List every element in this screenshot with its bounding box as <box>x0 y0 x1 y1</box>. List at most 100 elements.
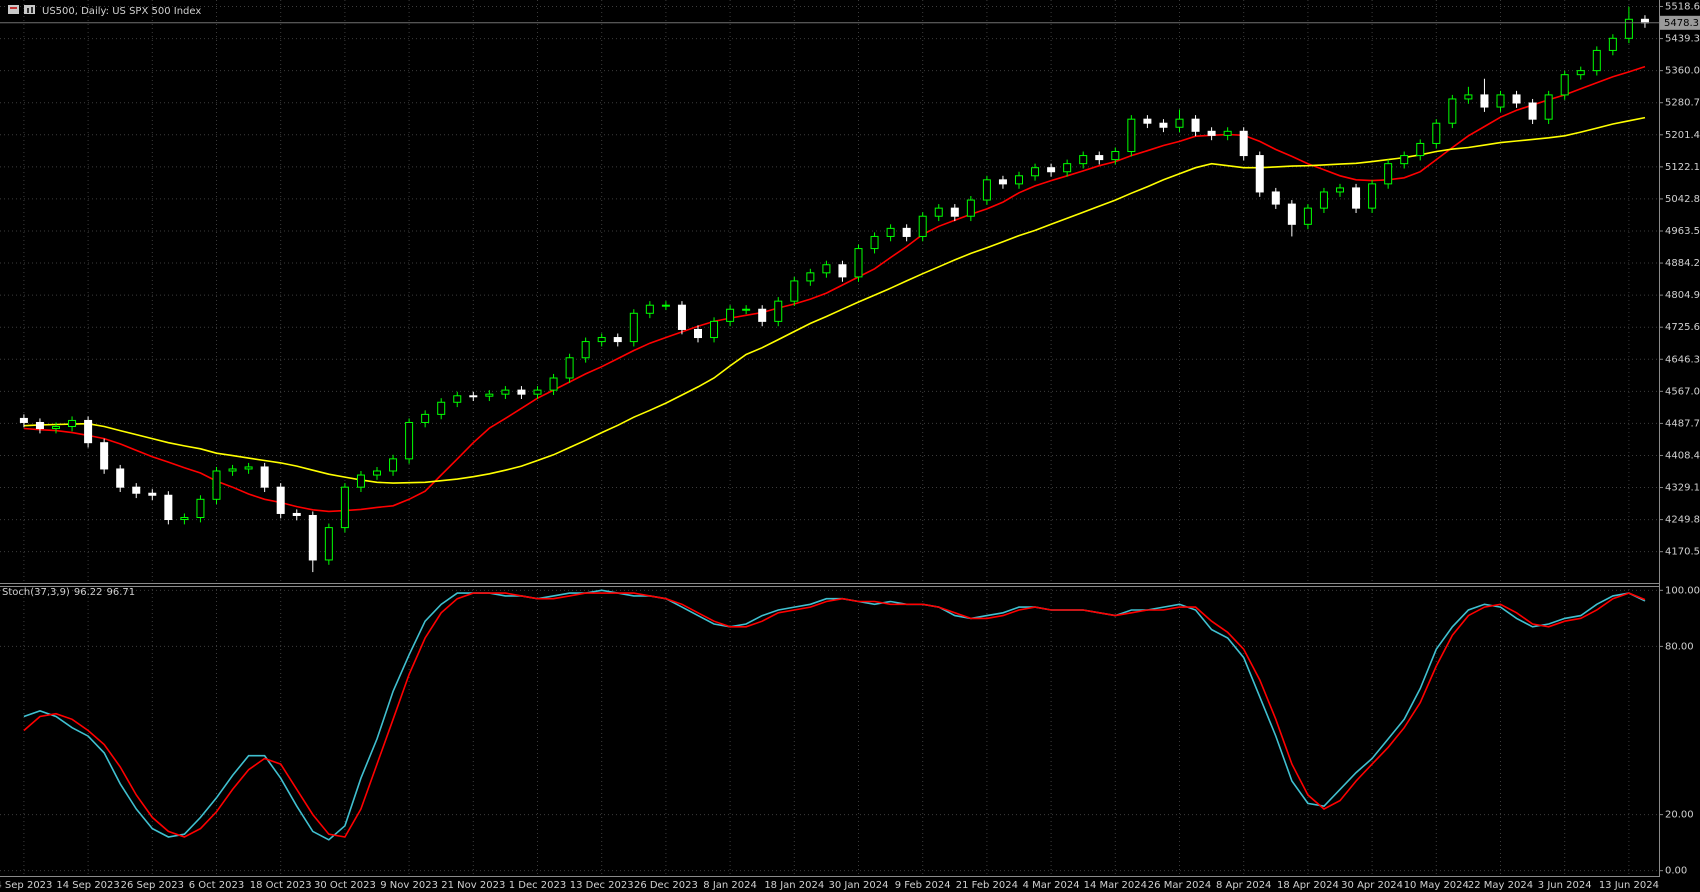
y-tick-label: 4804.9 <box>1665 290 1700 301</box>
candle-body <box>19 417 28 423</box>
candle-body <box>469 395 478 398</box>
candle-body <box>854 248 863 278</box>
candle-body <box>1608 37 1617 51</box>
candle-body <box>806 272 815 282</box>
x-tick-label: 21 Feb 2024 <box>956 880 1018 891</box>
candle-body <box>1303 207 1312 225</box>
candle-body <box>1464 94 1473 100</box>
y-tick-label: 4329.1 <box>1665 483 1700 494</box>
candle-body <box>373 470 381 476</box>
candle-body <box>1560 74 1569 96</box>
candle-body <box>549 377 558 391</box>
candle-body <box>565 357 574 379</box>
candle-body <box>1079 155 1088 165</box>
candle-body <box>35 421 44 430</box>
x-tick-label: 14 Sep 2023 <box>56 880 119 891</box>
candle-body <box>84 419 93 444</box>
x-tick-label: 26 Mar 2024 <box>1148 880 1211 891</box>
x-tick-label: 1 Dec 2023 <box>509 880 567 891</box>
y-tick-label: 4725.6 <box>1665 322 1700 333</box>
x-tick-label: 18 Jan 2024 <box>764 880 824 891</box>
candle-body <box>645 304 654 314</box>
indicator-signal-value: 96.71 <box>106 587 135 598</box>
candle-body <box>1448 98 1457 124</box>
candle-body <box>1496 94 1505 108</box>
candle-body <box>710 320 719 339</box>
candle-body <box>1416 142 1425 157</box>
candle-body <box>324 527 333 561</box>
y-tick-label: 100.00 <box>1665 585 1700 596</box>
candle-body <box>1111 151 1120 161</box>
y-tick-label: 4487.7 <box>1665 418 1700 429</box>
candle-body <box>389 458 398 472</box>
candle-body <box>1384 163 1393 185</box>
stochastic-line <box>23 589 1646 841</box>
candle-body <box>1175 118 1184 128</box>
y-tick-label: 4249.8 <box>1665 515 1700 526</box>
y-tick-label: 5280.7 <box>1665 98 1700 109</box>
candle-body <box>950 207 959 217</box>
candle-body <box>1031 167 1040 177</box>
candle-body <box>340 486 349 529</box>
x-tick-label: 18 Apr 2024 <box>1277 880 1339 891</box>
candle-body <box>998 179 1007 185</box>
x-tick-label: 30 Apr 2024 <box>1341 880 1403 891</box>
y-tick-label: 5042.8 <box>1665 194 1700 205</box>
x-tick-label: 14 Mar 2024 <box>1084 880 1147 891</box>
candle-body <box>164 494 173 521</box>
candle-body <box>517 389 526 395</box>
candle-body <box>1400 155 1409 165</box>
last-price-box <box>1660 15 1700 30</box>
x-tick-label: 22 May 2024 <box>1468 880 1533 891</box>
candle-body <box>228 468 237 472</box>
candle-body <box>1368 183 1377 209</box>
candle-body <box>1015 175 1023 185</box>
stochastic-line <box>23 592 1646 838</box>
candle-body <box>1191 118 1200 132</box>
candle-body <box>308 514 317 561</box>
price-panel <box>0 0 1659 582</box>
y-tick-label: 4567.0 <box>1665 386 1700 397</box>
stochastic-panel <box>0 586 1659 876</box>
candle-body <box>1271 191 1280 205</box>
candle-body <box>1143 118 1152 124</box>
y-tick-label: 4408.4 <box>1665 450 1700 461</box>
x-tick-label: 10 May 2024 <box>1404 880 1469 891</box>
candle-body <box>661 304 670 307</box>
candle-body <box>1319 191 1328 209</box>
candle-body <box>694 328 702 339</box>
candle-body <box>1528 102 1537 120</box>
candle-body <box>437 401 446 415</box>
indicator-main-value: 96.22 <box>74 587 103 598</box>
candle-body <box>1512 94 1521 104</box>
moving-average-line <box>23 116 1646 484</box>
candle-body <box>276 486 285 514</box>
candle-body <box>581 341 590 359</box>
y-tick-label: 5201.4 <box>1665 130 1700 141</box>
y-tick-label: 5122.1 <box>1665 162 1700 173</box>
candle-body <box>838 264 847 278</box>
candle-body <box>1480 94 1489 108</box>
candle-body <box>1223 130 1232 136</box>
candle-body <box>405 421 414 460</box>
candle-body <box>677 304 686 330</box>
candle-body <box>918 215 927 237</box>
candle-body <box>1095 155 1104 161</box>
y-tick-label: 5439.3 <box>1665 34 1700 45</box>
candle-body <box>886 227 895 237</box>
candle-body <box>52 426 60 430</box>
candle-body <box>1287 203 1296 225</box>
candle-body <box>966 199 975 217</box>
y-tick-label: 0.00 <box>1665 866 1687 877</box>
candle-body <box>196 498 205 518</box>
candle-body <box>1640 18 1649 24</box>
candle-body <box>116 468 125 488</box>
candle-body <box>132 486 141 494</box>
y-tick-label: 5518.6 <box>1665 2 1700 13</box>
y-tick-label: 4963.5 <box>1665 226 1700 237</box>
candle-body <box>758 308 767 322</box>
candle-body <box>212 470 221 500</box>
